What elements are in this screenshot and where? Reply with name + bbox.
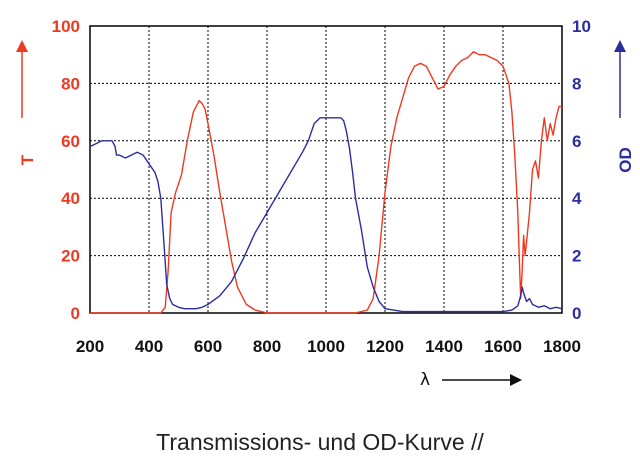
transmission-series-line	[90, 51, 562, 314]
x-tick-label: 1600	[484, 337, 522, 356]
x-tick-label: 1000	[307, 337, 345, 356]
y-left-tick-label: 100	[52, 17, 80, 36]
x-tick-label: 1400	[425, 337, 463, 356]
x-tick-label: 200	[76, 337, 104, 356]
y-left-tick-label: 0	[71, 304, 80, 323]
y-right-tick-label: 8	[572, 74, 581, 93]
y-right-tick-label: 6	[572, 132, 581, 151]
x-tick-label: 800	[253, 337, 281, 356]
y-left-tick-label: 40	[61, 189, 80, 208]
x-tick-label: 1800	[543, 337, 581, 356]
x-axis-label: λ	[420, 370, 430, 390]
series-layer	[89, 51, 563, 314]
y-right-axis-label: OD	[616, 147, 635, 173]
y-right-tick-label: 0	[572, 304, 581, 323]
ticks-layer: 200 400 600 800 1000 1200 1400 1600 180002040608…	[52, 17, 591, 356]
y-left-tick-label: 20	[61, 247, 80, 266]
y-left-axis-label: T	[18, 154, 37, 165]
y-right-tick-label: 2	[572, 247, 581, 266]
grid	[90, 26, 562, 313]
y-left-tick-label: 60	[61, 132, 80, 151]
x-tick-label: 1200	[366, 337, 404, 356]
y-right-tick-label: 10	[572, 17, 591, 36]
y-left-tick-label: 80	[61, 74, 80, 93]
x-tick-label: 400	[135, 337, 163, 356]
od-series-line	[89, 117, 563, 313]
x-tick-label: 600	[194, 337, 222, 356]
y-right-tick-label: 4	[572, 189, 582, 208]
chart-caption: Transmissions- und OD-Kurve //	[156, 429, 484, 455]
plot-area	[89, 25, 563, 314]
